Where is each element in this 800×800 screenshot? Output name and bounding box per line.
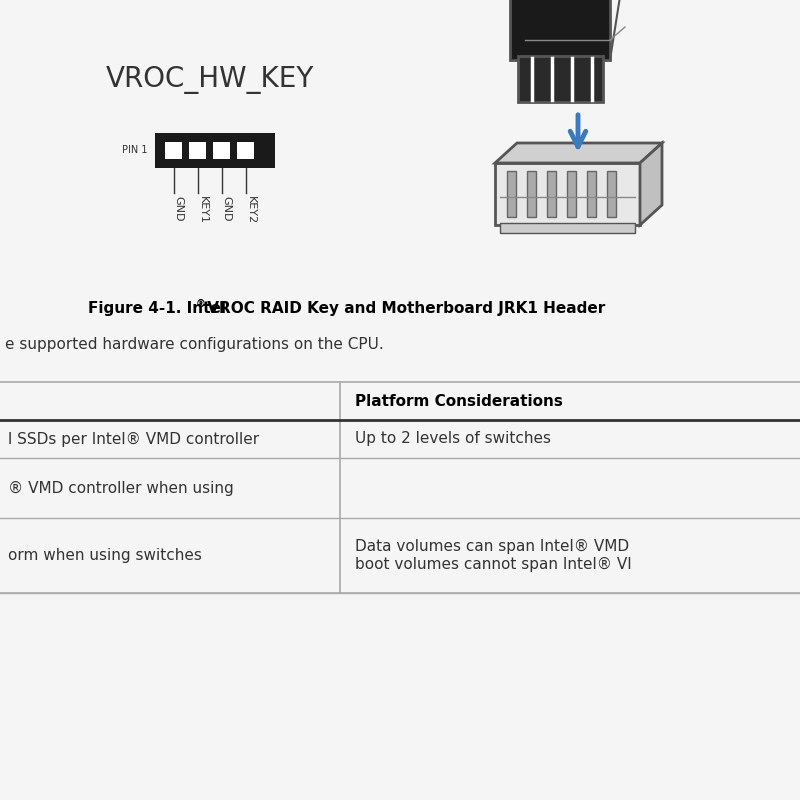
Text: ® VMD controller when using: ® VMD controller when using [8, 481, 234, 495]
Text: KEY1: KEY1 [198, 195, 207, 223]
Text: Up to 2 levels of switches: Up to 2 levels of switches [355, 431, 551, 446]
Bar [607, 171, 616, 217]
Text: VROC_HW_KEY: VROC_HW_KEY [106, 66, 314, 94]
Bar [500, 223, 635, 233]
Text: PIN 1: PIN 1 [122, 145, 147, 155]
Bar [527, 171, 536, 217]
Bar [237, 142, 254, 158]
Bar [495, 163, 640, 225]
Text: GND: GND [174, 195, 183, 221]
Bar [518, 56, 603, 102]
Text: Platform Considerations: Platform Considerations [355, 394, 563, 409]
Bar [587, 171, 596, 217]
Text: e supported hardware configurations on the CPU.: e supported hardware configurations on t… [5, 338, 384, 353]
Text: l SSDs per Intel® VMD controller: l SSDs per Intel® VMD controller [8, 431, 259, 446]
Bar [547, 171, 556, 217]
Bar [213, 142, 230, 158]
Bar [567, 171, 576, 217]
Text: orm when using switches: orm when using switches [8, 548, 202, 563]
Polygon shape [640, 143, 662, 225]
Bar [165, 142, 182, 158]
Text: Data volumes can span Intel® VMD: Data volumes can span Intel® VMD [355, 539, 629, 554]
Text: GND: GND [222, 195, 231, 221]
Text: Figure 4-1. Intel: Figure 4-1. Intel [88, 301, 226, 315]
Bar [155, 133, 275, 167]
Polygon shape [495, 143, 662, 163]
Bar [189, 142, 206, 158]
Text: KEY2: KEY2 [246, 195, 255, 224]
FancyArrowPatch shape [570, 114, 586, 146]
Text: boot volumes cannot span Intel® VI: boot volumes cannot span Intel® VI [355, 557, 632, 572]
Bar [507, 171, 516, 217]
Text: VROC RAID Key and Motherboard JRK1 Header: VROC RAID Key and Motherboard JRK1 Heade… [202, 301, 606, 315]
Bar [510, 0, 610, 60]
Text: ®: ® [196, 299, 206, 309]
